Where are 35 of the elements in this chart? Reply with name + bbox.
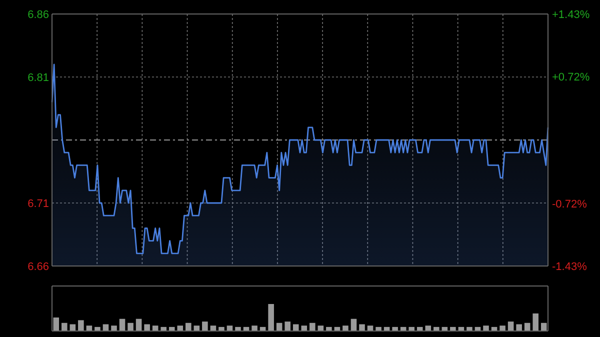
bar <box>62 322 68 331</box>
bar <box>268 304 274 331</box>
bar <box>136 318 142 331</box>
bar <box>284 322 290 331</box>
y2-tick-label: +1.43% <box>552 8 590 21</box>
y-tick-label: 6.71 <box>28 198 49 210</box>
bar <box>53 318 60 331</box>
bar <box>301 326 308 331</box>
y-tick-label: 6.86 <box>28 8 49 21</box>
bar <box>516 324 522 331</box>
y2-tick-label: -0.72% <box>552 198 588 210</box>
bar <box>202 322 208 331</box>
bar <box>425 326 432 331</box>
y2-tick-label: -1.43% <box>552 260 588 273</box>
bar <box>252 326 258 331</box>
bar <box>350 318 357 331</box>
bar <box>119 318 126 331</box>
bar <box>540 322 547 331</box>
y-tick-label: 6.81 <box>28 72 49 84</box>
bar <box>111 326 117 331</box>
bar <box>483 326 489 331</box>
bar <box>359 324 365 331</box>
y-tick-label: 6.66 <box>28 260 49 273</box>
bar <box>78 320 84 331</box>
bar <box>177 326 184 331</box>
bar <box>500 326 506 331</box>
bar <box>310 322 316 331</box>
bar <box>532 313 538 331</box>
bar <box>128 322 134 331</box>
bar <box>186 322 192 331</box>
bar <box>144 324 150 331</box>
y2-tick-label: +0.72% <box>552 71 590 84</box>
bar <box>342 326 348 331</box>
bar <box>508 322 514 331</box>
bar <box>292 324 299 331</box>
